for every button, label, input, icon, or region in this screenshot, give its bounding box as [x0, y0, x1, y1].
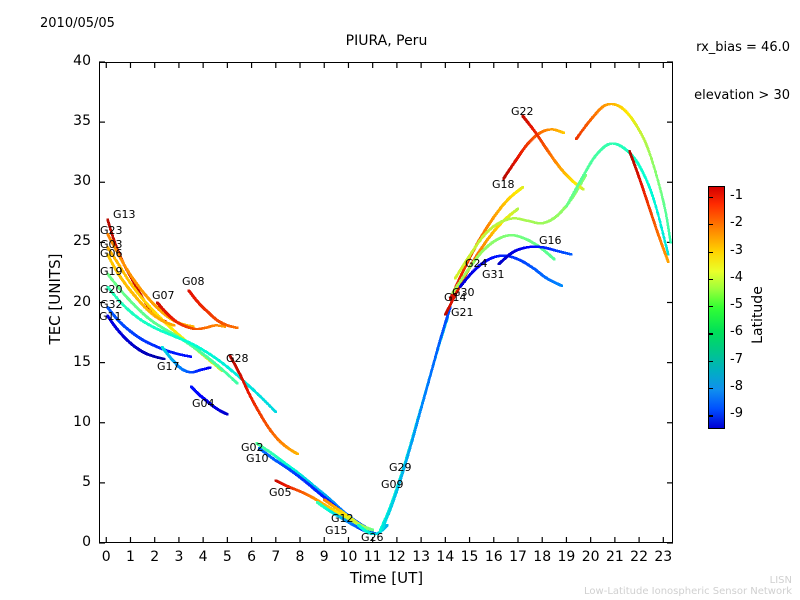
colorbar-tick-label: -2	[730, 215, 743, 231]
y-tick-label: 30	[73, 173, 91, 190]
satellite-label-g29: G29	[389, 461, 412, 474]
colorbar-tick-label: -1	[730, 187, 743, 203]
satellite-label-g17: G17	[157, 360, 180, 373]
satellite-label-g19: G19	[100, 265, 123, 278]
colorbar-tick	[708, 333, 713, 335]
satellite-label-g10: G10	[246, 452, 269, 465]
colorbar-tick	[708, 388, 713, 390]
header-annotations: rx_bias = 46.0 elevation > 30	[694, 8, 790, 136]
colorbar-tick-label: -6	[730, 324, 743, 340]
y-tick-label: 40	[73, 53, 91, 69]
watermark-network: Low-Latitude Ionospheric Sensor Network	[584, 586, 792, 597]
colorbar	[708, 186, 725, 429]
colorbar-tick	[708, 251, 713, 253]
satellite-label-g06: G06	[100, 247, 123, 260]
satellite-label-g07: G07	[152, 289, 175, 302]
satellite-label-g08: G08	[182, 275, 205, 288]
satellite-label-g28: G28	[226, 352, 249, 365]
watermark-lisn: LISN	[769, 575, 792, 586]
y-tick-label: 5	[82, 473, 91, 490]
y-axis-label: TEC [UNITS]	[46, 253, 64, 345]
satellite-label-g26: G26	[361, 531, 384, 544]
colorbar-tick	[708, 415, 713, 417]
colorbar-tick-label: -3	[730, 242, 743, 258]
satellite-label-g09: G09	[381, 478, 404, 491]
y-tick-label: 0	[82, 534, 91, 550]
elevation-label: elevation > 30	[694, 88, 790, 103]
y-tick-label: 10	[73, 413, 91, 430]
satellite-label-g16: G16	[539, 234, 562, 247]
satellite-label-g20: G20	[100, 283, 123, 296]
satellite-label-g18: G18	[492, 178, 515, 191]
satellite-label-g23: G23	[100, 224, 123, 237]
satellite-label-g21: G21	[451, 306, 474, 319]
satellite-label-g04: G04	[192, 397, 215, 410]
colorbar-tick-label: -9	[730, 406, 743, 422]
colorbar-tick-label: -7	[730, 351, 743, 367]
x-tick-label: 23	[654, 549, 673, 565]
date-label: 2010/05/05	[40, 16, 115, 31]
satellite-label-g30: G30	[452, 286, 475, 299]
colorbar-tick	[708, 196, 713, 199]
colorbar-tick	[708, 278, 713, 281]
colorbar-label: Latitude	[750, 286, 766, 344]
colorbar-tick-label: -5	[730, 297, 743, 313]
satellite-label-g22: G22	[511, 105, 534, 118]
plot-area	[99, 62, 673, 543]
colorbar-tick	[708, 360, 713, 362]
satellite-label-g13: G13	[113, 208, 136, 221]
colorbar-tick	[708, 306, 713, 308]
colorbar-tick-label: -8	[730, 379, 743, 395]
satellite-label-g05: G05	[269, 486, 292, 499]
satellite-label-g24: G24	[465, 257, 488, 270]
satellite-label-g11: G11	[99, 310, 122, 323]
satellite-label-g15: G15	[325, 524, 348, 537]
colorbar-tick	[708, 224, 713, 226]
colorbar-tick-label: -4	[730, 269, 743, 285]
page-title: PIURA, Peru	[345, 33, 428, 49]
x-axis-label: Time [UT]	[349, 569, 424, 587]
y-tick-label: 35	[73, 113, 91, 130]
